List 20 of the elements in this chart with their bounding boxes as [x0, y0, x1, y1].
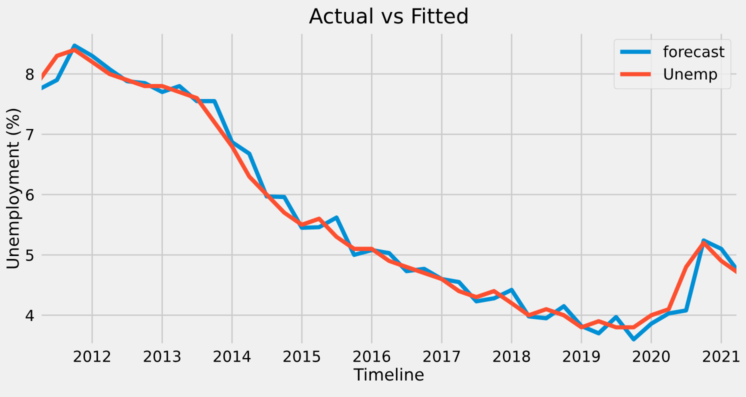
x-tick-label: 2017	[423, 350, 460, 362]
y-tick-label: 7	[26, 128, 34, 140]
y-tick-label: 8	[26, 68, 34, 80]
x-tick-label: 2016	[353, 350, 390, 362]
chart-title: Actual vs Fitted	[309, 8, 468, 24]
x-tick-label: 2019	[563, 350, 600, 362]
y-tick-label: 5	[26, 250, 34, 261]
legend-label: forecast	[663, 46, 724, 58]
x-tick-label: 2014	[214, 350, 251, 362]
x-tick-label: 2013	[144, 350, 180, 362]
x-tick-label: 2015	[284, 350, 320, 362]
legend-label: Unemp	[664, 68, 718, 83]
x-tick-label: 2020	[632, 350, 670, 362]
y-axis-title: Unemployment (%)	[6, 108, 22, 268]
x-tick-label: 2021	[702, 350, 740, 362]
x-tick-label: 2012	[74, 350, 110, 362]
y-tick-label: 6	[26, 189, 34, 201]
x-axis-title: Timeline	[354, 368, 424, 381]
x-tick-label: 2018	[493, 350, 530, 362]
y-tick-label: 4	[26, 310, 34, 322]
